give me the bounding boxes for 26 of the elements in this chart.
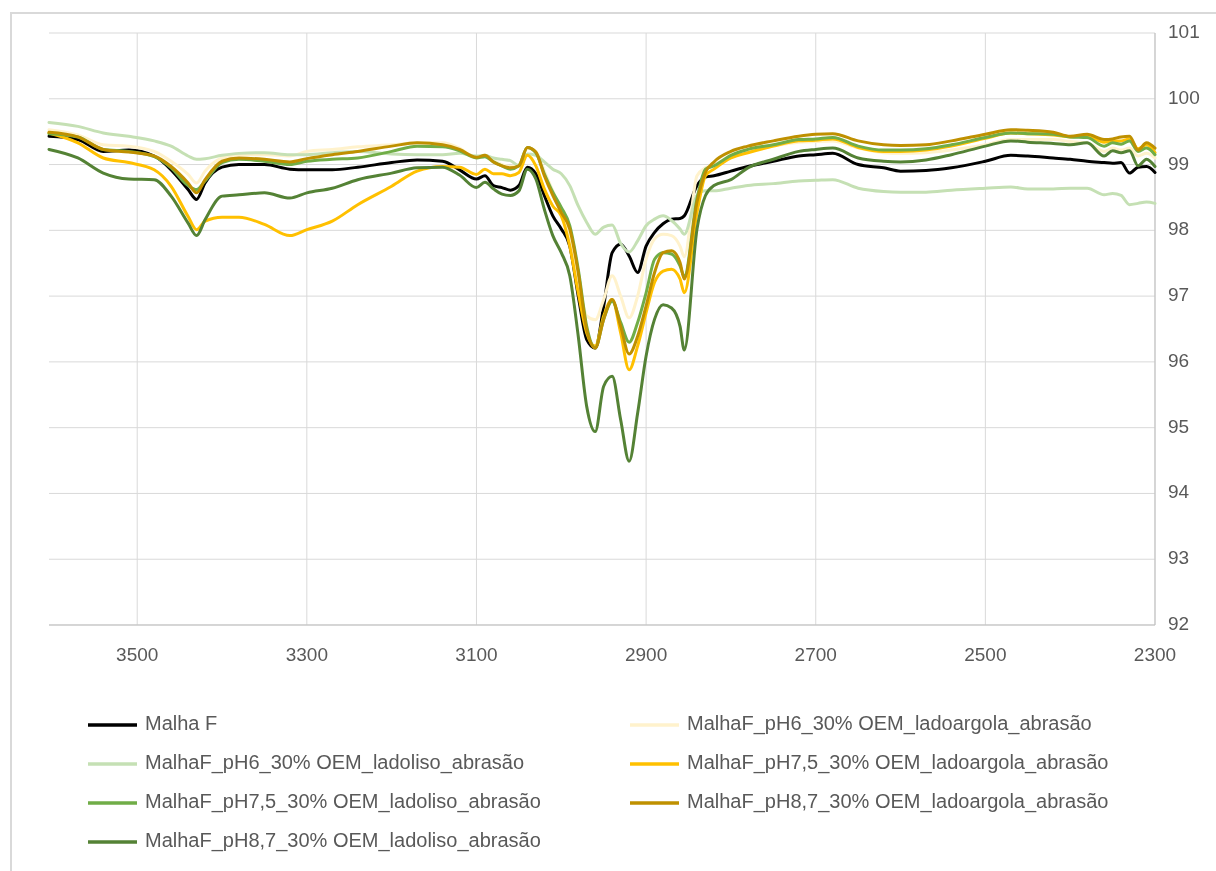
legend-label: MalhaF_pH8,7_30% OEM_ladoliso_abrasão: [145, 829, 541, 853]
legend-label: MalhaF_pH7,5_30% OEM_ladoliso_abrasão: [145, 790, 541, 814]
x-tick-label: 2300: [1133, 644, 1177, 665]
y-tick-label: 94: [1168, 481, 1190, 503]
y-tick-label: 96: [1168, 349, 1190, 371]
x-tick-label: 3500: [116, 644, 159, 665]
legend-label: Malha F: [145, 712, 218, 735]
y-tick-label: 97: [1168, 284, 1190, 306]
line-series: [47, 139, 1157, 463]
y-tick-label: 95: [1168, 415, 1190, 437]
legend-label: MalhaF_pH8,7_30% OEM_ladoargola_abrasão: [687, 790, 1109, 814]
legend-label: MalhaF_pH7,5_30% OEM_ladoargola_abrasão: [687, 751, 1109, 775]
x-tick-label: 2700: [794, 644, 837, 665]
x-tick-label: 2500: [964, 644, 1007, 665]
y-tick-label: 98: [1168, 218, 1190, 240]
legend-label: MalhaF_pH6_30% OEM_ladoargola_abrasão: [687, 712, 1092, 736]
line-series: [47, 120, 1157, 254]
x-tick-label: 3100: [455, 644, 498, 665]
legend-label: MalhaF_pH6_30% OEM_ladoliso_abrasão: [145, 751, 525, 775]
y-tick-label: 101: [1168, 21, 1200, 43]
y-tick-label: 93: [1168, 547, 1190, 569]
x-tick-label: 3300: [285, 644, 328, 665]
y-tick-label: 99: [1168, 152, 1190, 174]
x-tick-label: 2900: [624, 644, 668, 665]
y-tick-label: 92: [1168, 613, 1190, 635]
y-tick-label: 100: [1168, 86, 1200, 108]
